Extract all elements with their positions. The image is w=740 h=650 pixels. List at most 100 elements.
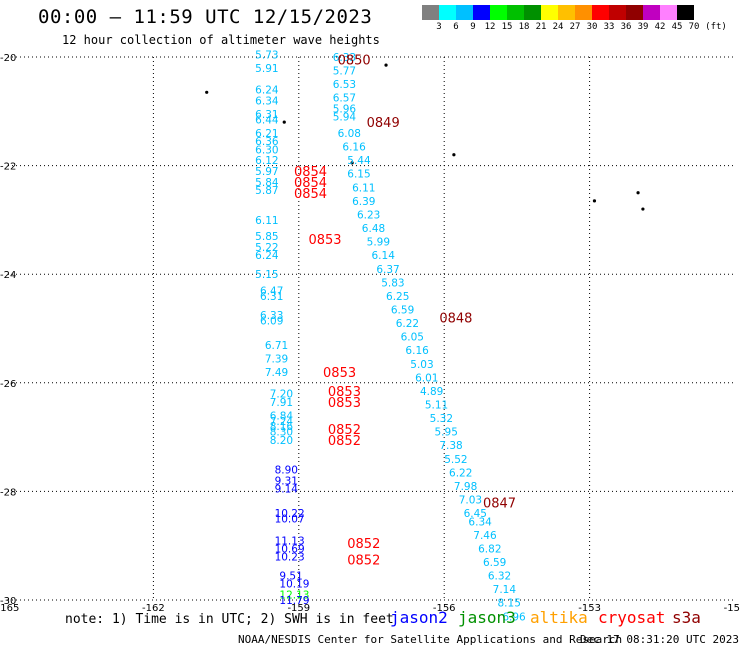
- legend-label: 45: [671, 22, 683, 32]
- legend-label: 36: [620, 22, 632, 32]
- wave-height-label: 10.22: [275, 508, 305, 520]
- wave-height-label: 8.20: [270, 435, 293, 447]
- wave-height-label: 5.32: [430, 413, 453, 425]
- wave-height-label: 5.91: [255, 63, 278, 75]
- wave-height-label: 5.03: [410, 359, 433, 371]
- legend-swatch: [677, 5, 694, 20]
- island-marker: [636, 191, 640, 195]
- y-tick-label: -24: [0, 270, 16, 281]
- legend-swatch: [524, 5, 541, 20]
- wave-height-label: 6.16: [405, 345, 429, 357]
- wave-height-label: 5.97: [255, 166, 278, 178]
- legend-label: 21: [535, 22, 547, 32]
- island-marker: [282, 120, 286, 124]
- legend-label: 12: [484, 22, 496, 32]
- wave-height-label: 5.77: [333, 66, 356, 78]
- legend-swatch: [490, 5, 507, 20]
- x-tick-label: -153: [578, 603, 601, 614]
- wave-height-label: 7.24: [270, 416, 294, 428]
- wave-height-label: 5.85: [255, 231, 278, 243]
- y-tick-label: -20: [0, 53, 16, 64]
- wave-height-label: 7.38: [439, 440, 462, 452]
- wave-height-label: 6.01: [415, 372, 438, 384]
- y-tick-label: -22: [0, 162, 16, 173]
- wave-height-label: 10.07: [275, 514, 305, 526]
- legend-label: 9: [470, 22, 476, 32]
- x-tick-label: -156: [433, 603, 456, 614]
- wave-height-label: 10.69: [275, 543, 305, 555]
- wave-height-label: 6.36: [255, 136, 279, 148]
- legend-swatch: [575, 5, 592, 20]
- color-legend: [422, 5, 694, 20]
- time-label: 0854: [294, 165, 327, 180]
- y-tick-label: -28: [0, 487, 16, 498]
- wave-height-label: 6.48: [362, 223, 385, 235]
- time-label: 0852: [328, 434, 361, 449]
- wave-height-label: 7.39: [265, 353, 288, 365]
- legend-swatch: [541, 5, 558, 20]
- wave-height-label: 6.16: [342, 142, 366, 154]
- wave-height-label: 8.15: [498, 598, 521, 610]
- wave-height-label: 5.95: [435, 427, 458, 439]
- wave-height-label: 5.94: [333, 112, 357, 124]
- x-tick-label: -150: [724, 603, 740, 614]
- legend-label: 39: [637, 22, 649, 32]
- wave-height-label: 6.11: [352, 182, 375, 194]
- wave-height-label: 6.31: [260, 291, 283, 303]
- wave-height-label: 6.34: [255, 95, 279, 107]
- wave-height-label: 7.98: [454, 481, 477, 493]
- wave-height-label: 6.82: [478, 543, 501, 555]
- wave-height-label: 11.13: [275, 535, 305, 547]
- legend-swatch: [592, 5, 609, 20]
- wave-height-label: 6.39: [352, 196, 375, 208]
- wave-height-label: 6.11: [255, 215, 278, 227]
- wave-height-label: 4.89: [420, 386, 443, 398]
- wave-height-label: 6.84: [270, 410, 294, 422]
- time-label: 0853: [328, 385, 361, 400]
- wave-height-label: 11.79: [279, 595, 309, 607]
- wave-height-label: 6.21: [255, 128, 278, 140]
- wave-height-label: 7.20: [270, 389, 293, 401]
- satellite-legend-item: jason2: [390, 608, 448, 627]
- legend-swatch: [609, 5, 626, 20]
- map-title: 00:00 – 11:59 UTC 12/15/2023: [38, 6, 373, 28]
- y-tick-label: -30: [0, 596, 16, 607]
- island-marker: [350, 161, 354, 165]
- wave-height-label: 6.14: [372, 250, 396, 262]
- wave-height-label: 9.51: [279, 571, 302, 583]
- wave-height-label: 9.31: [275, 476, 298, 488]
- time-label: 0853: [308, 233, 341, 248]
- time-label: 0852: [328, 423, 361, 438]
- wave-height-label: 6.30: [255, 144, 278, 156]
- island-marker: [641, 207, 645, 211]
- wave-height-label: 8.90: [275, 465, 298, 477]
- satellite-legend-item: altika: [530, 608, 588, 627]
- wave-height-label: 5.87: [255, 185, 278, 197]
- satellite-legend-item: jason3: [458, 608, 516, 627]
- legend-label: 70: [688, 22, 700, 32]
- x-tick-label: -165: [0, 603, 19, 614]
- wave-height-label: 7.91: [270, 397, 293, 409]
- time-label: 0847: [483, 496, 516, 511]
- wave-height-label: 7.49: [265, 367, 288, 379]
- satellite-legend-item: cryosat: [598, 608, 666, 627]
- wave-height-label: 6.59: [483, 557, 506, 569]
- legend-label: 27: [569, 22, 581, 32]
- footnote: note: 1) Time is in UTC; 2) SWH is in fe…: [65, 612, 394, 627]
- wave-height-label: 10.19: [279, 579, 309, 591]
- wave-height-label: 6.44: [255, 114, 279, 126]
- wave-height-label: 5.22: [255, 242, 278, 254]
- wave-height-label: 6.47: [260, 285, 283, 297]
- legend-label: 3: [436, 22, 442, 32]
- wave-height-label: 6.33: [333, 52, 356, 64]
- wave-height-label: 6.25: [386, 291, 409, 303]
- island-marker: [205, 90, 209, 94]
- time-label: 0852: [347, 553, 380, 568]
- wave-height-label: 5.44: [347, 155, 371, 167]
- legend-label: 24: [552, 22, 564, 32]
- wave-height-label: 6.31: [255, 109, 278, 121]
- island-marker: [452, 153, 456, 157]
- legend-label: 33: [603, 22, 615, 32]
- legend-swatch: [456, 5, 473, 20]
- wave-height-label: 6.23: [357, 209, 380, 221]
